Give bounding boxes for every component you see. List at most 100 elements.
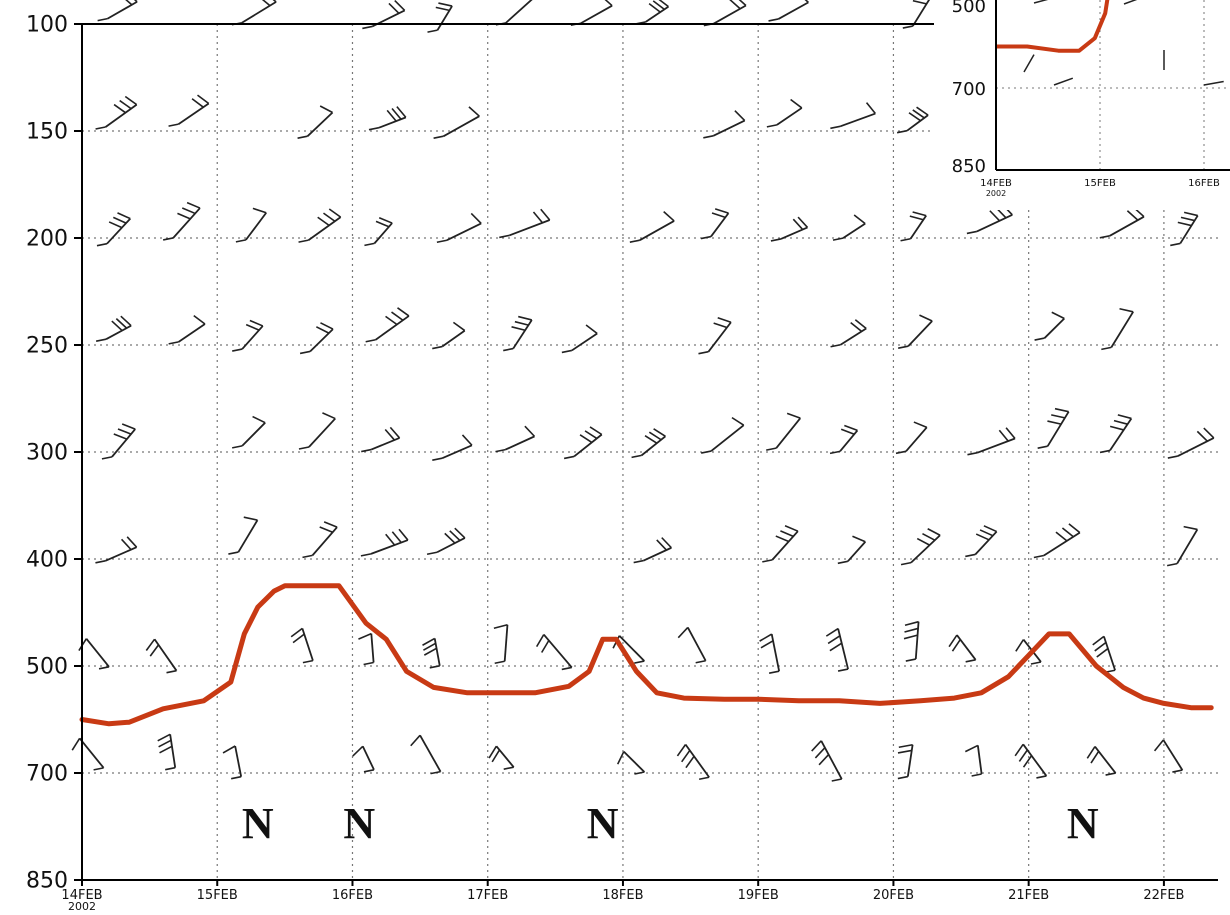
wind-barb-feather — [717, 317, 732, 324]
wind-barb-feather — [1047, 420, 1062, 425]
wind-barb-feather — [159, 745, 173, 754]
wind-barb-feather — [1015, 639, 1025, 652]
wind-barb-tail — [633, 559, 644, 564]
wind-barb-tail — [96, 242, 108, 247]
wind-barb-feather — [1014, 743, 1024, 757]
wind-barb — [168, 314, 206, 345]
wind-barb-shaft — [1110, 311, 1134, 348]
wind-barb — [902, 0, 931, 29]
wind-barb — [563, 426, 603, 460]
wind-barb-feather — [113, 103, 126, 114]
wind-barb-shaft — [1162, 739, 1184, 771]
wind-barb — [298, 208, 342, 243]
wind-barb-tail — [429, 665, 440, 669]
wind-barb-tail — [503, 347, 514, 352]
wind-barb — [432, 321, 466, 350]
wind-barb-shaft — [684, 743, 710, 778]
wind-barb-feather — [853, 214, 866, 225]
wind-barb-feather — [648, 3, 661, 13]
wind-barb-feather — [1054, 407, 1069, 413]
wind-barb-feather — [157, 733, 171, 742]
wind-barb-tail — [561, 666, 572, 671]
wind-barb-feather — [616, 751, 625, 765]
wind-barb-feather — [388, 2, 400, 14]
wind-barb-feather — [111, 320, 123, 332]
wind-barb-feather — [120, 538, 132, 551]
wind-barb — [900, 211, 927, 242]
wind-barb-shaft — [370, 437, 400, 451]
wind-barb — [352, 745, 375, 773]
wind-barb — [762, 525, 799, 563]
wind-barb-shaft — [1177, 437, 1215, 457]
inset-grid — [996, 0, 1230, 170]
wind-barb-shaft — [169, 734, 177, 768]
wind-barb-feather — [454, 527, 466, 539]
wind-barb-tail — [95, 338, 107, 342]
wind-barb-tail — [93, 767, 104, 771]
wind-barb-feather — [493, 623, 508, 630]
wind-barb-feather — [811, 740, 822, 752]
wind-barb-feather — [1196, 430, 1208, 442]
x-tick-sublabel: 2002 — [68, 900, 96, 913]
wind-barb-shaft — [643, 546, 672, 562]
wind-barb — [1101, 307, 1134, 351]
wind-barb — [1167, 427, 1215, 459]
wind-barb-feather — [422, 637, 436, 646]
wind-barb-feather — [790, 98, 803, 109]
wind-barb — [629, 211, 675, 243]
wind-barb-feather — [1018, 749, 1029, 762]
wind-barb-feather — [1061, 527, 1074, 538]
wind-barb-feather — [825, 627, 839, 637]
wind-barb-feather — [181, 207, 196, 215]
wind-barb-feather — [916, 106, 929, 116]
wind-barb-shaft — [105, 103, 138, 128]
inset-y-tick-label: 700 — [952, 79, 986, 100]
wind-barb-tail — [831, 778, 842, 782]
wind-barb-shaft — [905, 426, 928, 452]
wind-barb-shaft — [543, 633, 573, 669]
y-tick-label: 700 — [26, 762, 68, 787]
wind-barb-feather — [222, 745, 236, 754]
inset-chart-panel: 500 700 850 14FEB 15FEB 16FEB 2002 — [934, 0, 1230, 210]
annotation-label: N — [242, 799, 274, 848]
wind-barb-feather — [786, 412, 801, 419]
wind-barb — [95, 315, 132, 342]
wind-barb-feather — [322, 412, 336, 420]
wind-barb-feather — [589, 426, 603, 436]
wind-barb-feather — [913, 421, 928, 429]
wind-barb-feather — [804, 0, 809, 3]
wind-barb-shaft — [446, 222, 482, 242]
wind-barb — [96, 212, 131, 247]
wind-barb — [299, 322, 334, 355]
wind-barb-shaft — [508, 219, 551, 237]
wind-barb-feather — [540, 208, 551, 221]
wind-barb-tail — [298, 446, 310, 450]
wind-barb-tail — [1105, 772, 1116, 776]
wind-barb-feather — [1051, 414, 1066, 419]
wind-barb-shaft — [107, 0, 138, 20]
wind-barb-tail — [299, 350, 311, 355]
wind-barb-tail — [900, 237, 911, 242]
wind-barb — [703, 0, 747, 27]
wind-barb-tail — [365, 338, 376, 343]
wind-barb-tail — [629, 239, 640, 243]
wind-barb-feather — [323, 521, 338, 528]
wind-barb-shaft — [311, 526, 338, 556]
wind-barb-shaft — [770, 633, 781, 672]
wind-barb-shaft — [837, 628, 849, 670]
inset-x-tick-sublabel: 2002 — [986, 189, 1006, 198]
wind-barb — [422, 637, 441, 669]
wind-barb-feather — [604, 0, 613, 7]
wind-barb-feather — [948, 634, 958, 648]
wind-barb-feather — [1055, 531, 1068, 542]
wind-barb-shaft — [1176, 528, 1199, 565]
wind-barb-shaft — [839, 429, 859, 452]
wind-barb-feather — [1183, 211, 1198, 217]
wind-barb-feather — [249, 319, 264, 327]
wind-barb — [900, 528, 941, 566]
wind-barb-tail — [436, 239, 448, 244]
wind-barb-feather — [964, 744, 979, 753]
wind-barb-shaft — [370, 539, 409, 555]
wind-barb-shaft — [573, 433, 603, 458]
